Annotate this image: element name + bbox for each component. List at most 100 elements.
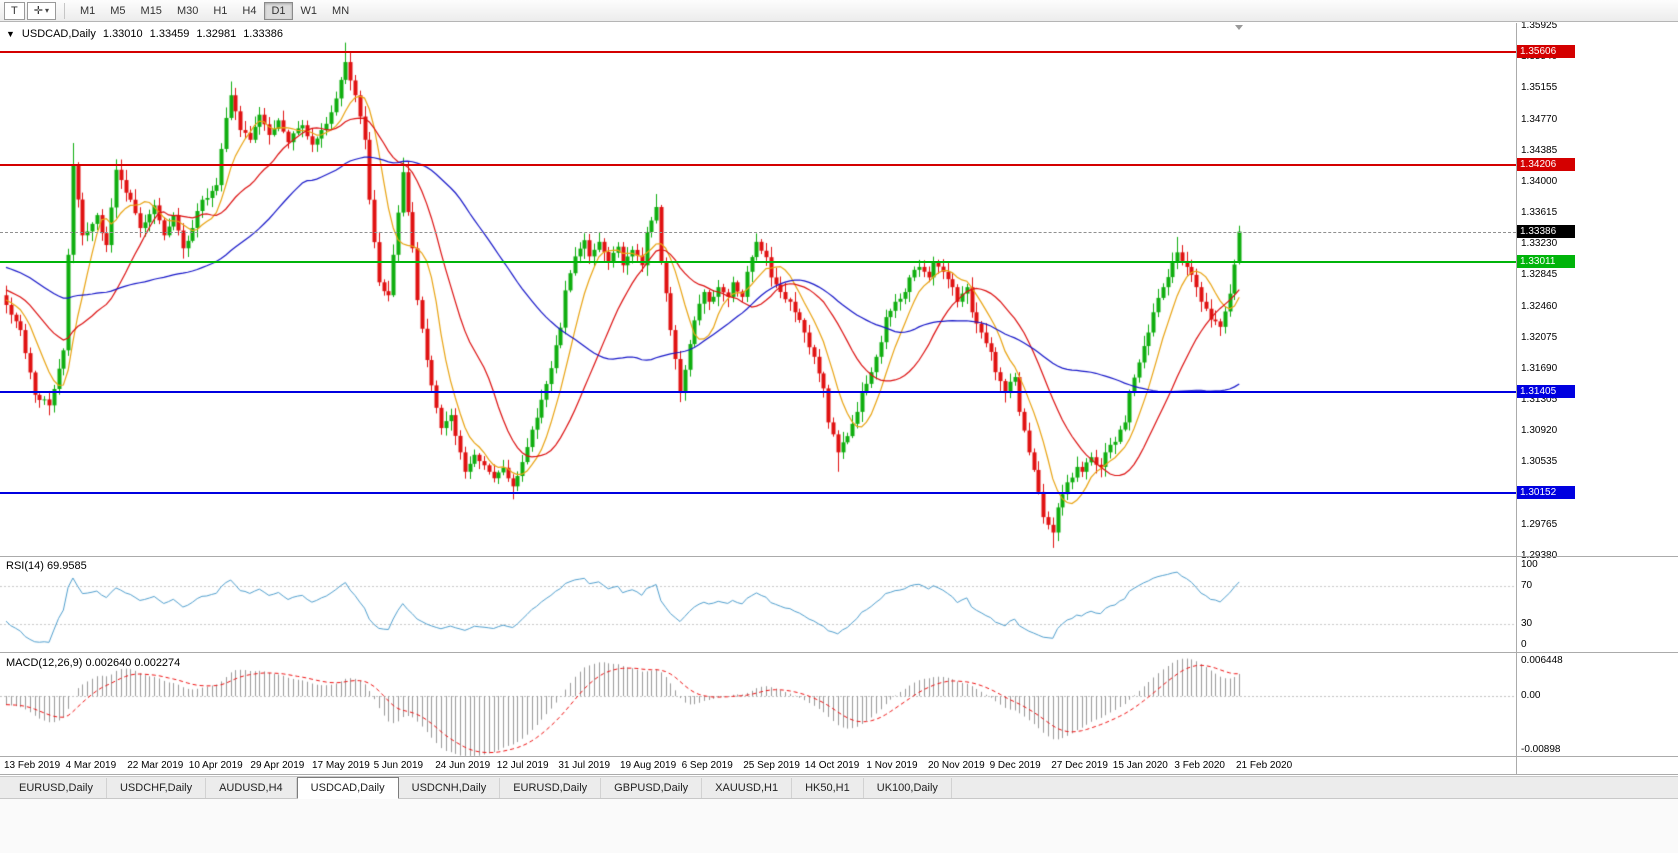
price-axis-label: 1.31690 [1521,362,1558,374]
top-toolbar: T ✛ ▾ M1 M5 M15 M30 H1 H4 D1 W1 MN [0,0,1678,22]
resistance-upper-line[interactable] [0,50,1516,53]
date-axis-label: 21 Feb 2020 [1236,760,1293,771]
price-axis-label: 1.34000 [1521,175,1558,187]
timeframe-button-group: M1 M5 M15 M30 H1 H4 D1 W1 MN [73,1,356,20]
timeframe-button-m5[interactable]: M5 [103,2,132,20]
text-tool-button[interactable]: T [4,1,25,20]
price-axis-label: 1.29765 [1521,518,1558,530]
date-axis-label: 20 Nov 2019 [928,760,985,771]
price-axis-label: 1.30535 [1521,456,1558,468]
timeframe-button-m15[interactable]: M15 [134,2,169,20]
price-axis-label: 1.33615 [1521,207,1558,219]
resistance-upper-marker: 1.35606 [1517,45,1575,58]
price-axis-label: 1.35925 [1521,20,1558,32]
date-axis-label: 5 Jun 2019 [373,760,424,771]
date-axis-label: 14 Oct 2019 [804,760,860,771]
current-price-marker: 1.33386 [1517,225,1575,238]
chart-window-bottom-border [0,774,1678,775]
date-axis-label: 9 Dec 2019 [989,760,1041,771]
bottom-strip [0,799,1678,853]
price-chart-canvas[interactable] [0,23,1516,774]
date-axis-label: 29 Apr 2019 [250,760,305,771]
date-axis-label: 10 Apr 2019 [188,760,243,771]
timeframe-button-m1[interactable]: M1 [73,2,102,20]
resistance-lower-line[interactable] [0,164,1516,167]
price-axis-label: 1.31305 [1521,394,1558,406]
pane-separator-rsi-macd[interactable] [0,652,1678,653]
price-scale-border [1516,23,1517,774]
date-axis-label: 22 Mar 2019 [127,760,184,771]
date-axis-label: 31 Jul 2019 [558,760,611,771]
crosshair-icon: ✛ [33,5,43,17]
macd-axis-label: 0.006448 [1521,655,1563,666]
price-axis-label: 1.32845 [1521,269,1558,281]
date-axis-label: 17 May 2019 [312,760,370,771]
ohlc-low-value: 1.32981 [196,28,237,40]
chevron-down-icon: ▾ [44,5,49,15]
price-axis-label: 1.32075 [1521,331,1558,343]
support-lower-marker: 1.30152 [1517,486,1575,499]
date-axis-label: 15 Jan 2020 [1112,760,1168,771]
pane-separator-macd-dates [0,756,1678,757]
chart-shift-marker-icon [1235,25,1243,30]
chart-tab-usdcnh-daily[interactable]: USDCNH,Daily [399,778,501,798]
price-axis-label: 1.33230 [1521,238,1558,250]
date-axis-label: 1 Nov 2019 [866,760,918,771]
chart-header: ▼ USDCAD,Daily 1.33010 1.33459 1.32981 1… [6,28,283,40]
collapse-triangle-icon[interactable]: ▼ [6,29,15,39]
chart-tab-gbpusd-daily[interactable]: GBPUSD,Daily [601,778,703,798]
date-axis-label: 19 Aug 2019 [620,760,677,771]
price-axis-label: 1.34385 [1521,144,1558,156]
date-axis-label: 27 Dec 2019 [1051,760,1108,771]
chart-tab-hk50-h1[interactable]: HK50,H1 [792,778,864,798]
ohlc-open-value: 1.33010 [102,28,143,40]
cursor-tool-button[interactable]: ✛ ▾ [26,1,56,20]
date-axis-label: 24 Jun 2019 [435,760,491,771]
rsi-axis-label: 30 [1521,617,1533,629]
chart-tab-audusd-h4[interactable]: AUDUSD,H4 [206,778,297,798]
rsi-axis-label: 100 [1521,559,1538,570]
date-axis-label: 3 Feb 2020 [1174,760,1225,771]
timeframe-button-h1[interactable]: H1 [206,2,234,20]
chart-tab-eurusd-daily[interactable]: EURUSD,Daily [6,778,107,798]
toolbar-separator [63,2,65,19]
price-axis-label: 1.29380 [1521,550,1557,561]
ohlc-close-value: 1.33386 [243,28,283,40]
resistance-lower-marker: 1.34206 [1517,158,1575,171]
macd-axis-label: 0.00 [1521,690,1541,702]
date-axis-label: 4 Mar 2019 [65,760,117,771]
support-upper-line[interactable] [0,391,1516,394]
timeframe-button-h4[interactable]: H4 [235,2,263,20]
current-price-line [0,231,1516,233]
date-axis-label: 13 Feb 2019 [4,760,61,771]
support-lower-line[interactable] [0,492,1516,495]
chart-tab-uk100-daily[interactable]: UK100,Daily [864,778,952,798]
price-axis-label: 1.30920 [1521,425,1558,437]
rsi-axis-label: 70 [1521,579,1533,591]
chart-tab-xauusd-h1[interactable]: XAUUSD,H1 [702,778,793,798]
pivot-green-marker: 1.33011 [1517,255,1575,268]
timeframe-button-d1[interactable]: D1 [264,1,293,20]
chart-tab-usdchf-daily[interactable]: USDCHF,Daily [107,778,207,798]
support-upper-marker: 1.31405 [1517,385,1575,398]
price-axis-label: 1.35155 [1521,82,1558,94]
chart-tab-usdcad-daily[interactable]: USDCAD,Daily [296,777,399,799]
macd-label: MACD(12,26,9) 0.002640 0.002274 [6,657,181,669]
timeframe-button-m30[interactable]: M30 [170,2,205,20]
timeframe-button-w1[interactable]: W1 [294,2,325,20]
price-axis-label: 1.32460 [1521,300,1558,312]
date-axis-label: 6 Sep 2019 [681,760,733,771]
chart-tab-eurusd-daily[interactable]: EURUSD,Daily [500,778,602,798]
ohlc-high-value: 1.33459 [149,28,190,40]
date-axis-label: 12 Jul 2019 [496,760,549,771]
pivot-green-line[interactable] [0,260,1516,263]
rsi-label: RSI(14) 69.9585 [6,560,87,572]
pane-separator-main-rsi[interactable] [0,556,1678,557]
date-axis: 13 Feb 2019 4 Mar 2019 22 Mar 2019 10 Apr 2… [0,759,1516,774]
chart-symbol-label: USDCAD,Daily [21,28,96,40]
macd-axis-label: -0.00898 [1521,744,1561,755]
timeframe-button-mn[interactable]: MN [325,2,356,20]
chart-tab-bar: EURUSD,Daily USDCHF,Daily AUDUSD,H4 USDCAD,… [0,776,1678,799]
date-axis-label: 25 Sep 2019 [743,760,800,771]
